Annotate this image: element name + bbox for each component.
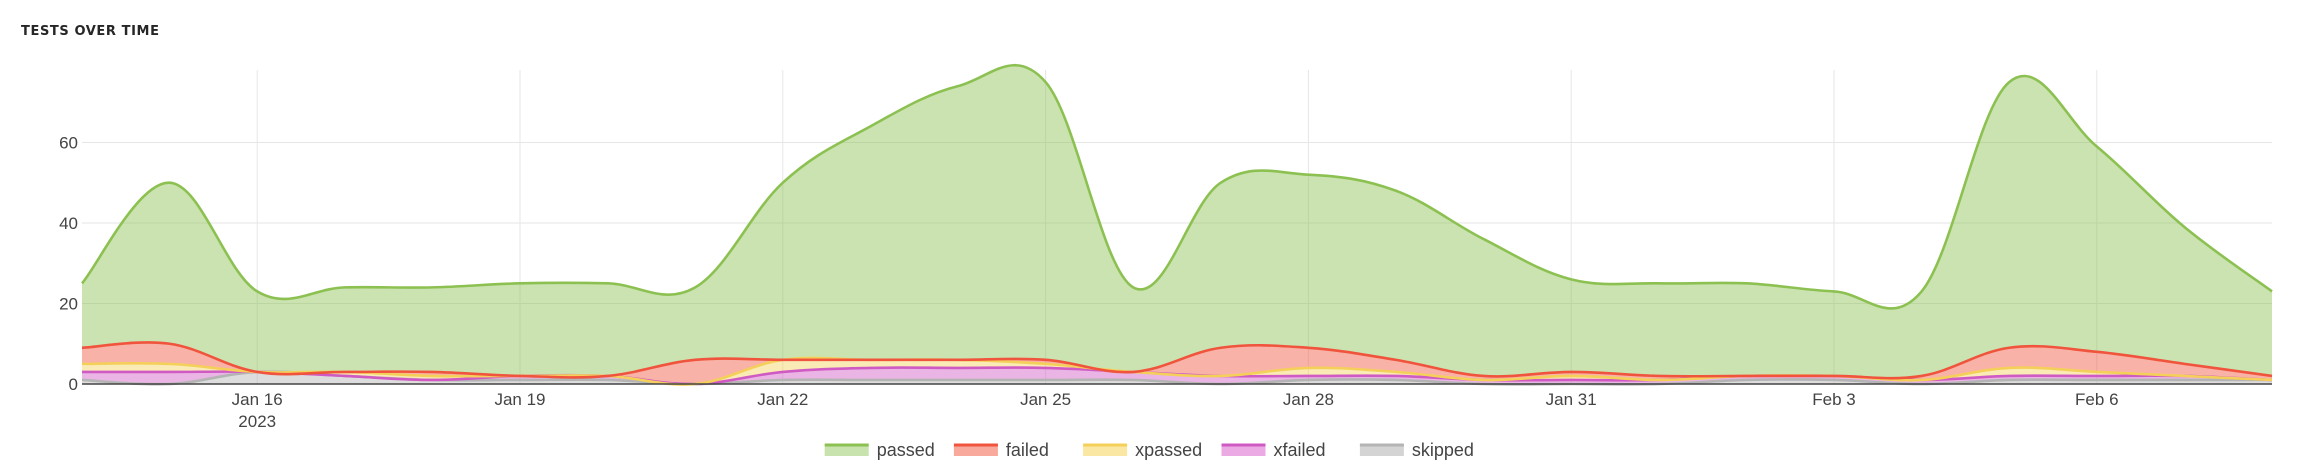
x-tick-label: Feb 3 (1812, 390, 1855, 409)
legend-label-passed: passed (877, 440, 935, 460)
plot-areas (81, 63, 2273, 386)
legend-item-skipped[interactable]: skipped (1359, 440, 1474, 460)
legend-swatch-skipped (1359, 445, 1404, 456)
legend-label-skipped: skipped (1412, 440, 1474, 460)
legend-swatch-passed (824, 445, 869, 456)
y-tick-label: 0 (69, 375, 78, 394)
legend-label-failed: failed (1006, 440, 1049, 460)
x-tick-label: Jan 25 (1020, 390, 1071, 409)
y-tick-label: 20 (59, 294, 78, 313)
x-tick-label: Jan 28 (1283, 390, 1334, 409)
legend-item-xfailed[interactable]: xfailed (1221, 440, 1326, 460)
line-passed (81, 63, 2273, 310)
x-tick-label: Jan 16 (232, 390, 283, 409)
y-tick-label: 60 (59, 133, 78, 152)
x-tick-label: Jan 19 (494, 390, 545, 409)
legend-swatch-failed (953, 445, 998, 456)
area-failed (82, 342, 2272, 385)
x-tick-label: Jan 22 (757, 390, 808, 409)
area-passed (82, 65, 2272, 379)
x-tick-year-label: 2023 (238, 412, 276, 431)
legend-item-xpassed[interactable]: xpassed (1083, 440, 1202, 460)
legend[interactable]: passed failed xpassed xfailed skipped (824, 440, 1474, 460)
legend-item-failed[interactable]: failed (953, 440, 1049, 460)
chart-title: TESTS OVER TIME (21, 24, 160, 39)
line-failed (81, 341, 2273, 380)
x-tick-label: Feb 6 (2075, 390, 2118, 409)
x-tick-label: Jan 31 (1546, 390, 1597, 409)
legend-swatch-xfailed (1221, 445, 1266, 456)
y-tick-label: 40 (59, 214, 78, 233)
legend-label-xpassed: xpassed (1135, 440, 1202, 460)
line-xpassed (81, 356, 2273, 386)
legend-swatch-xpassed (1083, 445, 1128, 456)
legend-label-xfailed: xfailed (1274, 440, 1326, 460)
legend-item-passed[interactable]: passed (824, 440, 935, 460)
axes: 0 20 40 60 Jan 16 2023 Jan 19 Jan 22 Jan 25 Jan 2… (59, 133, 2272, 431)
